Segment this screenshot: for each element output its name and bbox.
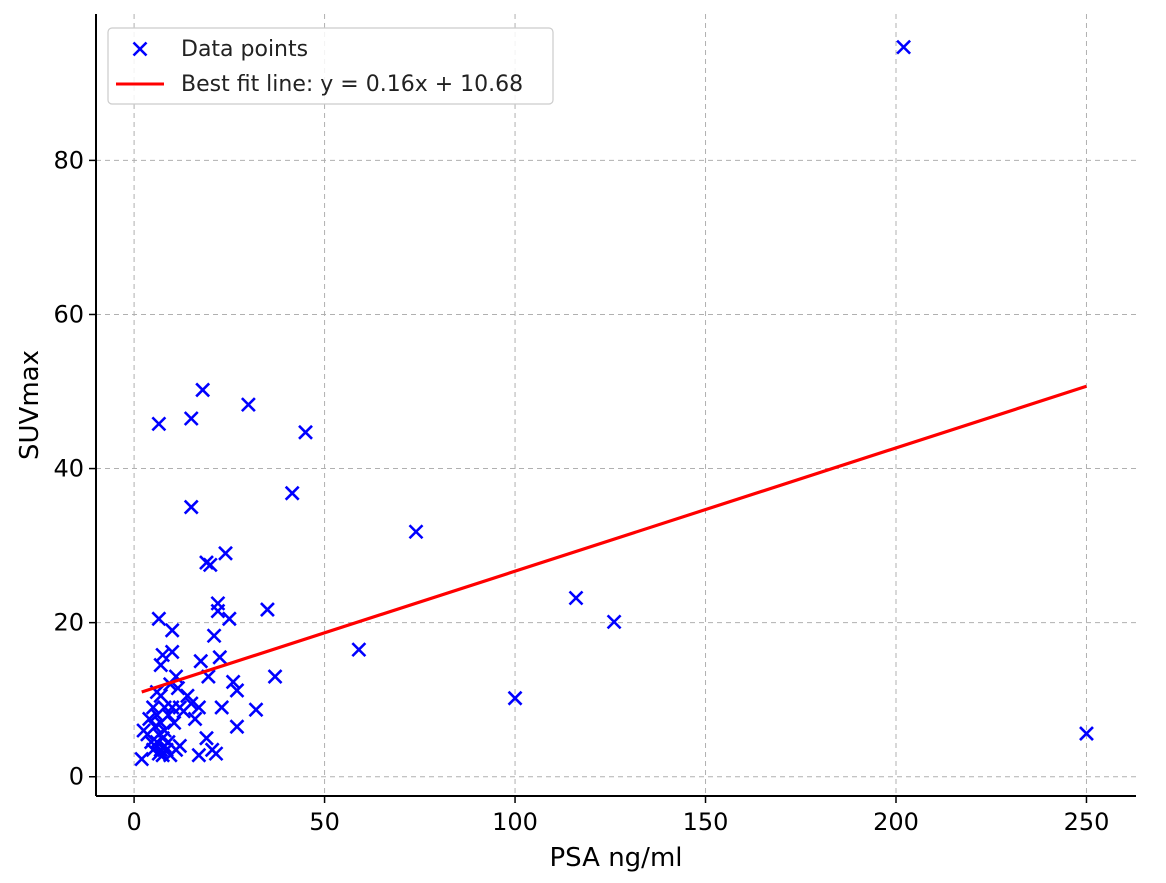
data-point — [153, 688, 169, 704]
data-point — [206, 628, 222, 644]
fit-line-layer — [141, 384, 1087, 694]
data-point — [221, 611, 237, 627]
data-point — [229, 683, 245, 698]
data-point — [199, 730, 214, 746]
data-point — [160, 707, 176, 723]
data-point — [298, 424, 313, 440]
data-point — [145, 699, 161, 715]
axes — [95, 14, 1136, 797]
x-tick-label: 250 — [1064, 808, 1110, 836]
x-tick-label: 0 — [126, 808, 141, 836]
grid — [96, 14, 1136, 796]
x-tick-label: 200 — [873, 808, 919, 836]
data-point — [187, 711, 203, 727]
tick-labels: 0 50 100 150 200 250 0 20 40 60 80 — [53, 146, 1109, 836]
data-point — [568, 590, 584, 606]
data-point — [260, 602, 275, 617]
data-point — [172, 738, 188, 754]
data-point — [408, 524, 424, 540]
data-point — [202, 557, 218, 573]
data-point — [896, 39, 912, 55]
y-tick-label: 40 — [53, 455, 84, 483]
data-point — [210, 603, 226, 619]
data-point — [248, 702, 264, 718]
data-point — [134, 751, 150, 767]
data-point — [214, 699, 230, 715]
y-tick-label: 0 — [69, 763, 84, 791]
data-point — [208, 746, 224, 762]
data-point — [164, 622, 180, 638]
legend-label-fit-line: Best fit line: y = 0.16x + 10.68 — [181, 72, 523, 97]
data-point — [193, 653, 209, 669]
data-point — [183, 696, 199, 711]
data-point — [212, 649, 228, 665]
x-tick-label: 100 — [492, 808, 538, 836]
data-point — [195, 382, 211, 398]
data-points — [134, 39, 1094, 767]
data-point — [141, 711, 157, 727]
data-point — [218, 545, 233, 561]
data-point — [229, 719, 245, 735]
y-tick-label: 60 — [53, 300, 84, 328]
data-point — [267, 669, 283, 685]
data-point — [191, 699, 207, 715]
y-tick-label: 20 — [53, 609, 84, 637]
data-point — [183, 411, 199, 426]
data-point — [1079, 726, 1094, 742]
data-point — [180, 688, 195, 704]
x-tick-label: 150 — [683, 808, 729, 836]
data-point — [166, 715, 182, 731]
x-axis-label: PSA ng/ml — [549, 843, 682, 873]
legend-box — [107, 27, 554, 105]
data-point — [240, 397, 256, 413]
data-point — [151, 611, 167, 627]
data-point — [507, 690, 523, 706]
legend-marker-data-points — [132, 41, 148, 57]
data-point — [183, 499, 199, 515]
data-point — [151, 416, 167, 432]
data-point — [191, 747, 207, 763]
data-point — [155, 647, 171, 663]
data-point — [225, 674, 241, 690]
data-point — [606, 614, 622, 630]
y-tick-label: 80 — [53, 146, 84, 174]
legend: Data points Best fit line: y = 0.16x + 1… — [107, 27, 554, 105]
y-axis-label: SUVmax — [15, 350, 45, 460]
data-point — [351, 642, 367, 658]
legend-x-marker — [132, 41, 148, 57]
x-tick-label: 50 — [309, 808, 340, 836]
best-fit-line — [141, 384, 1087, 694]
data-point — [284, 485, 300, 501]
legend-label-data-points: Data points — [181, 37, 308, 62]
data-point — [164, 644, 180, 660]
